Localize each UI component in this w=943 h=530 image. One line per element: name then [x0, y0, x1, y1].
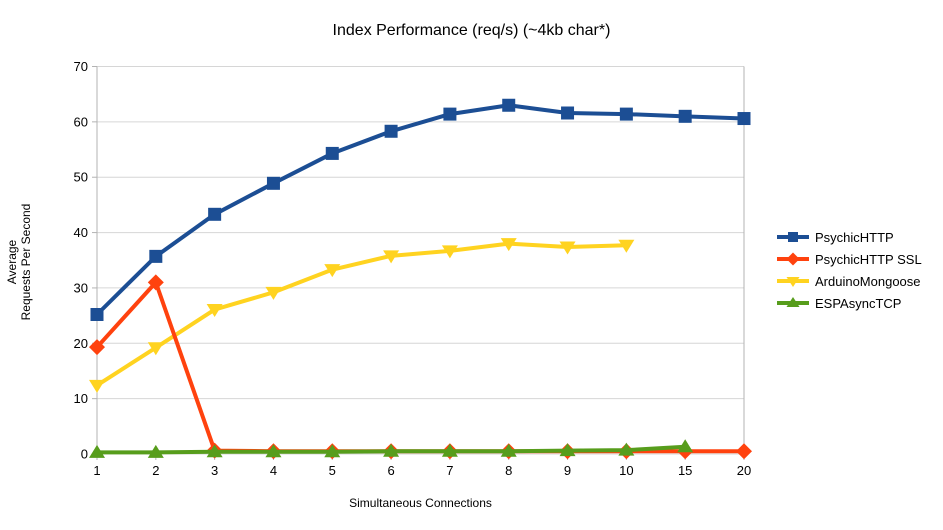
legend-label: ArduinoMongoose [815, 273, 921, 289]
marker-square [737, 112, 751, 126]
marker-diamond [89, 339, 105, 356]
marker-square [443, 107, 457, 121]
series-arduinomongoose [89, 238, 635, 393]
marker-triangle-down [559, 241, 576, 255]
legend-swatch-square [777, 232, 809, 242]
series-line [95, 280, 744, 454]
legend-marker-triangle-down [786, 277, 800, 287]
marker-square [678, 109, 692, 123]
legend: PsychicHTTP PsychicHTTP SSL ArduinoMongo… [777, 226, 922, 314]
marker-triangle-down [265, 286, 282, 300]
marker-triangle-up [559, 443, 576, 457]
marker-triangle-up [265, 444, 282, 458]
marker-square [561, 106, 575, 120]
marker-triangle-up [147, 444, 164, 458]
legend-label: ESPAsyncTCP [815, 295, 902, 311]
marker-square [90, 308, 104, 321]
y-tick-label: 70 [74, 59, 88, 74]
series-psychichttp-ssl [89, 274, 752, 460]
legend-swatch-triangle-up [777, 297, 809, 307]
marker-square [384, 124, 398, 138]
series-psychichttp [90, 98, 751, 321]
y-tick-label: 30 [74, 280, 88, 295]
legend-label: PsychicHTTP [815, 229, 894, 245]
legend-item-psychichttp: PsychicHTTP [777, 226, 922, 248]
x-tick-label: 7 [446, 463, 453, 478]
x-tick-label: 1 [93, 463, 100, 478]
x-tick-label: 20 [737, 463, 751, 478]
x-tick-label: 5 [329, 463, 336, 478]
x-axis-title: Simultaneous Connections [349, 496, 492, 510]
x-tick-label: 8 [505, 463, 512, 478]
legend-item-psychichttp-ssl: PsychicHTTP SSL [777, 248, 922, 270]
legend-marker-square [788, 232, 798, 242]
legend-marker-diamond [786, 252, 800, 266]
marker-triangle-down [147, 342, 164, 356]
y-tick-label: 10 [74, 391, 88, 406]
marker-triangle-down [89, 379, 105, 393]
y-tick-label: 0 [81, 447, 88, 462]
x-tick-label: 2 [152, 463, 159, 478]
marker-triangle-up [677, 439, 694, 453]
marker-triangle-down [324, 264, 341, 278]
marker-triangle-down [618, 239, 635, 253]
x-tick-label: 6 [387, 463, 394, 478]
x-tick-label: 15 [678, 463, 692, 478]
series-espasynctcp [89, 439, 694, 458]
marker-square [149, 249, 163, 263]
marker-triangle-down [441, 245, 458, 259]
marker-triangle-down [206, 304, 223, 318]
marker-square [208, 207, 222, 221]
marker-triangle-down [383, 250, 400, 264]
marker-square [619, 107, 633, 121]
x-tick-label: 9 [564, 463, 571, 478]
y-tick-label: 50 [74, 170, 88, 185]
legend-item-arduinomongoose: ArduinoMongoose [777, 270, 922, 292]
series-line [95, 103, 745, 316]
legend-swatch-diamond [777, 252, 809, 266]
x-axis: 1 2 3 4 5 6 7 8 9 10 15 20 [93, 454, 751, 478]
x-tick-label: 10 [619, 463, 633, 478]
legend-swatch-triangle-down [777, 277, 809, 287]
y-tick-label: 40 [74, 225, 88, 240]
series-line [95, 241, 627, 388]
marker-diamond [147, 274, 164, 291]
chart-title: Index Performance (req/s) (~4kb char*) [332, 22, 611, 39]
marker-square [325, 146, 339, 160]
gridlines: 0 10 20 30 40 50 60 70 [74, 59, 744, 462]
marker-triangle-down [500, 238, 517, 252]
marker-triangle-up [383, 443, 400, 457]
legend-marker-triangle-up [786, 297, 800, 307]
marker-triangle-up [500, 443, 517, 457]
marker-triangle-up [206, 444, 223, 458]
marker-triangle-up [441, 443, 458, 457]
legend-label: PsychicHTTP SSL [815, 251, 922, 267]
x-tick-label: 3 [211, 463, 218, 478]
y-tick-label: 60 [74, 114, 88, 129]
marker-triangle-up [89, 444, 105, 458]
x-tick-label: 4 [270, 463, 277, 478]
marker-square [266, 176, 280, 190]
marker-triangle-up [324, 444, 341, 458]
legend-item-espasynctcp: ESPAsyncTCP [777, 292, 922, 314]
marker-square [502, 98, 516, 112]
marker-diamond [736, 443, 752, 460]
marker-triangle-up [618, 442, 635, 456]
y-tick-label: 20 [74, 336, 88, 351]
